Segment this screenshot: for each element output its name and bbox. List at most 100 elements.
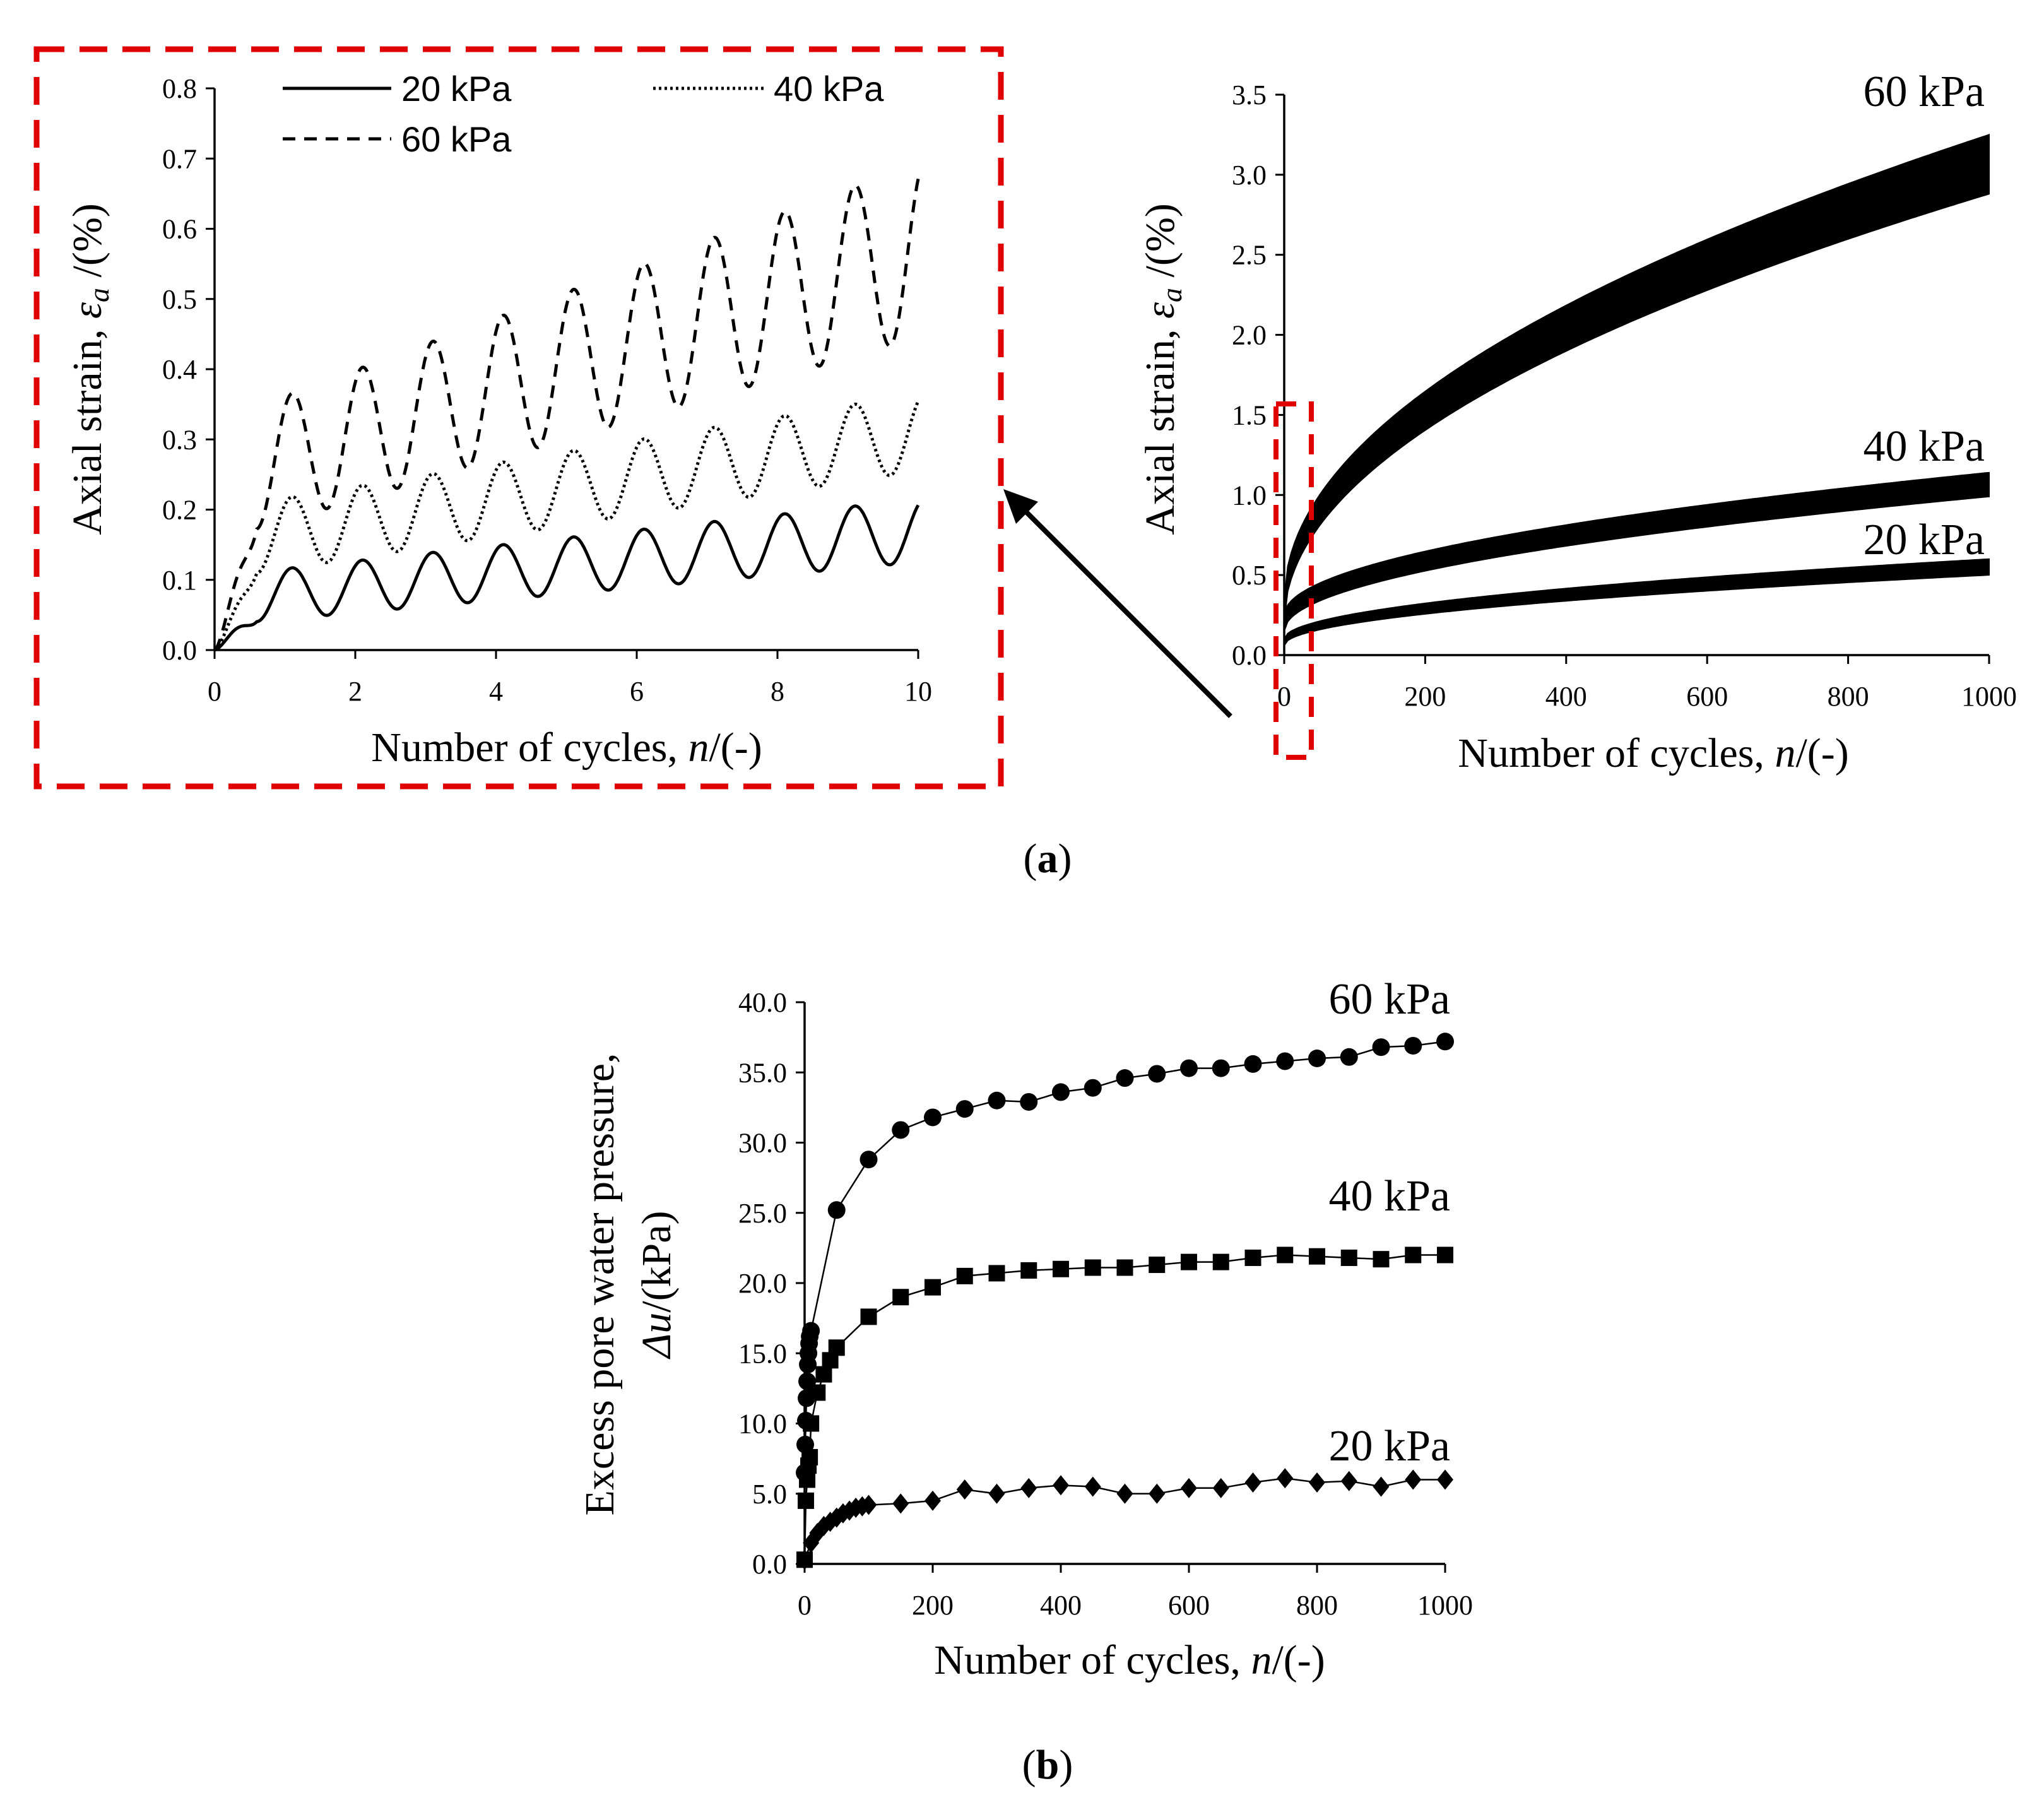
inset-series-20kpa [214, 504, 920, 652]
b-point-40kpa [1437, 1246, 1453, 1264]
main-y-tick-label: 2.0 [1232, 320, 1267, 351]
inset-y-tick-label: 0.3 [162, 424, 197, 455]
b-point-20kpa [1277, 1468, 1294, 1489]
b-y-tick-label: 20.0 [738, 1268, 787, 1299]
inset-x-tick-label: 4 [489, 676, 503, 707]
label-20kpa: 20 kPa [1864, 516, 1985, 564]
b-y-axis-label-line2: Δu/(kPa) [634, 1210, 680, 1359]
main-y-tick-label: 0.5 [1232, 560, 1267, 591]
b-x-tick-label: 800 [1296, 1590, 1338, 1621]
b-point-60kpa [860, 1151, 878, 1169]
inset-y-axis-label: Axial strain, εa /(%) [64, 203, 115, 535]
b-point-60kpa [1244, 1055, 1262, 1073]
b-point-60kpa [827, 1201, 846, 1219]
panel-b-caption: (b) [1022, 1742, 1073, 1788]
b-point-20kpa [796, 1549, 813, 1570]
panel-a-caption: (a) [1024, 836, 1072, 882]
main-y-tick-label: 1.5 [1232, 399, 1267, 430]
b-label-40kpa: 40 kPa [1329, 1172, 1451, 1221]
b-point-40kpa [815, 1366, 832, 1383]
main-x-tick-label: 1000 [1961, 681, 2017, 712]
legend-label-60kpa: 60 kPa [401, 119, 512, 159]
band-40kpa [1284, 471, 1990, 632]
inset-x-tick-label: 0 [208, 676, 222, 707]
b-point-60kpa [1436, 1033, 1454, 1051]
b-point-20kpa [1244, 1472, 1261, 1493]
b-x-axis-label: Number of cycles, n/(-) [934, 1637, 1325, 1683]
b-label-20kpa: 20 kPa [1329, 1422, 1451, 1471]
b-point-20kpa [1212, 1477, 1229, 1498]
inset-y-tick-label: 0.6 [162, 214, 197, 245]
b-point-60kpa [892, 1121, 910, 1139]
b-point-20kpa [956, 1479, 973, 1500]
label-60kpa: 60 kPa [1864, 68, 1985, 116]
b-y-tick-label: 10.0 [738, 1409, 787, 1440]
b-point-60kpa [988, 1091, 1006, 1110]
b-y-tick-label: 5.0 [752, 1479, 787, 1510]
main-y-tick-label: 0.0 [1232, 640, 1267, 671]
b-point-20kpa [1373, 1476, 1390, 1497]
b-point-40kpa [799, 1471, 816, 1488]
inset-legend: 20 kPa 40 kPa 60 kPa [283, 69, 884, 159]
b-label-60kpa: 60 kPa [1329, 975, 1451, 1024]
label-40kpa: 40 kPa [1864, 422, 1985, 471]
b-point-40kpa [1116, 1259, 1133, 1276]
main-y-tick-label: 2.5 [1232, 240, 1267, 271]
b-point-60kpa [1404, 1036, 1422, 1055]
main-x-tick-label: 200 [1404, 681, 1446, 712]
b-point-40kpa [925, 1279, 941, 1296]
b-y-tick-label: 15.0 [738, 1338, 787, 1369]
inset-y-tick-label: 0.4 [162, 354, 197, 385]
inset-highlight-frame [33, 46, 1004, 790]
inset-x-tick-label: 6 [630, 676, 644, 707]
b-point-60kpa [1052, 1083, 1070, 1101]
b-y-tick-label: 30.0 [738, 1128, 787, 1159]
b-x-tick-label: 0 [798, 1590, 812, 1621]
main-y-tick-label: 3.5 [1232, 80, 1267, 110]
b-point-40kpa [1149, 1257, 1166, 1274]
b-point-40kpa [1181, 1253, 1197, 1270]
main-x-tick-label: 0 [1277, 681, 1291, 712]
b-y-tick-label: 25.0 [738, 1198, 787, 1229]
b-point-20kpa [1116, 1483, 1133, 1504]
b-point-40kpa [1309, 1248, 1325, 1265]
b-point-40kpa [801, 1448, 818, 1465]
inset-series-40kpa [213, 400, 920, 652]
b-point-20kpa [1020, 1477, 1037, 1498]
b-y-axis-label-line1: Excess pore water pressure, [577, 1053, 623, 1515]
b-point-40kpa [1340, 1249, 1357, 1266]
b-x-tick-label: 400 [1040, 1590, 1082, 1621]
b-point-20kpa [1309, 1472, 1325, 1493]
main-y-tick-label: 3.0 [1232, 160, 1267, 191]
b-point-60kpa [1340, 1048, 1358, 1066]
inset-y-tick-label: 0.8 [162, 73, 197, 104]
inset-x-tick-label: 10 [904, 676, 932, 707]
main-strain-chart: 0 200 400 600 800 1000 0.0 0.5 1.0 1.5 2.0 2.5 3.0 3.… [1137, 68, 2017, 776]
inset-y-tick-label: 0.5 [162, 284, 197, 315]
b-point-40kpa [1373, 1251, 1390, 1268]
b-point-20kpa [892, 1493, 909, 1514]
b-point-60kpa [955, 1100, 974, 1118]
b-point-60kpa [1148, 1065, 1166, 1083]
b-point-60kpa [802, 1322, 820, 1340]
b-point-20kpa [988, 1483, 1005, 1504]
b-y-tick-label: 40.0 [738, 987, 787, 1018]
inset-y-tick-label: 0.7 [162, 143, 197, 174]
main-x-axis-label: Number of cycles, n/(-) [1458, 730, 1848, 776]
main-y-axis-label: Axial strain, εa /(%) [1137, 203, 1188, 535]
b-point-40kpa [860, 1308, 877, 1325]
b-point-40kpa [1020, 1262, 1037, 1279]
main-x-tick-label: 600 [1686, 681, 1728, 712]
b-point-40kpa [892, 1289, 909, 1306]
b-x-tick-label: 1000 [1417, 1590, 1473, 1621]
b-point-20kpa [860, 1494, 877, 1515]
b-point-20kpa [1053, 1475, 1069, 1496]
b-point-40kpa [1212, 1253, 1229, 1270]
band-20kpa [1284, 558, 1990, 648]
inset-x-tick-label: 8 [771, 676, 784, 707]
b-point-40kpa [803, 1415, 820, 1432]
inset-series-60kpa [213, 178, 920, 651]
inset-y-tick-label: 0.2 [162, 495, 197, 526]
b-point-20kpa [1437, 1469, 1453, 1490]
